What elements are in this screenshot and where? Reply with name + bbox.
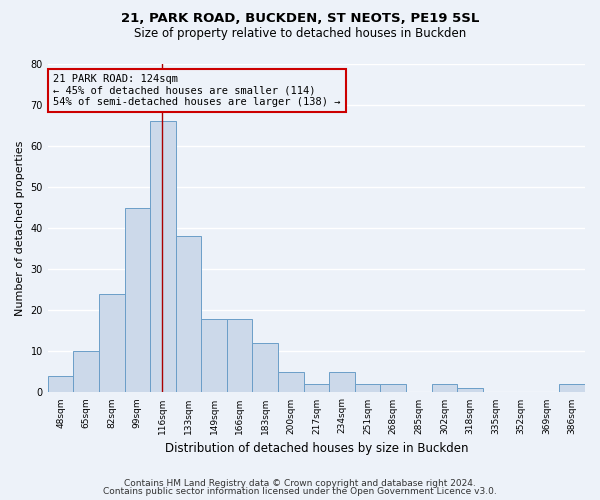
Bar [431, 384, 457, 392]
Bar [329, 372, 355, 392]
Bar [99, 294, 125, 392]
Bar [355, 384, 380, 392]
Text: Contains HM Land Registry data © Crown copyright and database right 2024.: Contains HM Land Registry data © Crown c… [124, 478, 476, 488]
Bar [253, 343, 278, 392]
Bar [227, 318, 253, 392]
Bar [125, 208, 150, 392]
Bar [380, 384, 406, 392]
Text: 21, PARK ROAD, BUCKDEN, ST NEOTS, PE19 5SL: 21, PARK ROAD, BUCKDEN, ST NEOTS, PE19 5… [121, 12, 479, 26]
Bar [457, 388, 482, 392]
Bar [201, 318, 227, 392]
Bar [73, 352, 99, 393]
Bar [176, 236, 201, 392]
Text: 21 PARK ROAD: 124sqm
← 45% of detached houses are smaller (114)
54% of semi-deta: 21 PARK ROAD: 124sqm ← 45% of detached h… [53, 74, 341, 107]
Bar [278, 372, 304, 392]
Bar [48, 376, 73, 392]
Y-axis label: Number of detached properties: Number of detached properties [15, 140, 25, 316]
X-axis label: Distribution of detached houses by size in Buckden: Distribution of detached houses by size … [164, 442, 468, 455]
Text: Size of property relative to detached houses in Buckden: Size of property relative to detached ho… [134, 28, 466, 40]
Bar [559, 384, 585, 392]
Bar [304, 384, 329, 392]
Text: Contains public sector information licensed under the Open Government Licence v3: Contains public sector information licen… [103, 487, 497, 496]
Bar [150, 122, 176, 392]
